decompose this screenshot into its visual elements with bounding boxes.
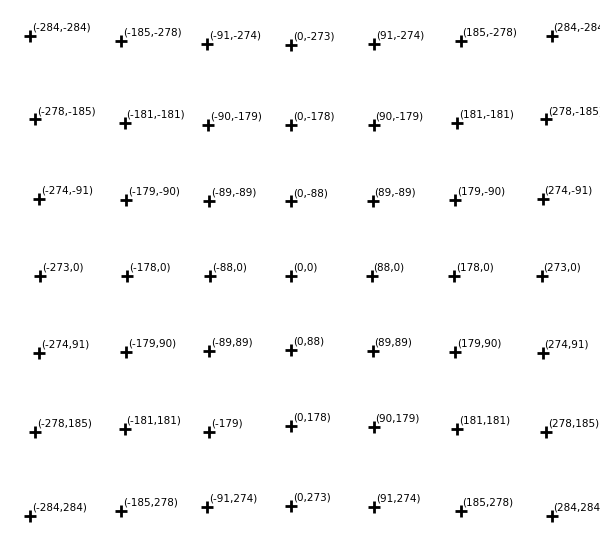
- Text: (-185,278): (-185,278): [122, 497, 178, 507]
- Text: (181,181): (181,181): [459, 415, 510, 425]
- Text: (91,274): (91,274): [376, 494, 421, 504]
- Text: (284,284): (284,284): [554, 502, 600, 512]
- Text: (-274,-91): (-274,-91): [41, 186, 93, 195]
- Text: (185,278): (185,278): [463, 497, 514, 507]
- Text: (90,179): (90,179): [376, 414, 420, 424]
- Text: (-278,185): (-278,185): [37, 419, 92, 428]
- Text: (273,0): (273,0): [544, 262, 581, 273]
- Text: (90,-179): (90,-179): [376, 111, 424, 121]
- Text: (0,-178): (0,-178): [293, 112, 334, 122]
- Text: (179,90): (179,90): [457, 338, 502, 349]
- Text: (179,-90): (179,-90): [457, 186, 505, 197]
- Text: (-284,-284): (-284,-284): [32, 22, 91, 33]
- Text: (0,178): (0,178): [293, 413, 331, 422]
- Text: (-179,-90): (-179,-90): [128, 186, 180, 197]
- Text: (0,-88): (0,-88): [293, 188, 328, 198]
- Text: (274,91): (274,91): [544, 339, 589, 349]
- Text: (0,88): (0,88): [293, 337, 324, 346]
- Text: (-91,-274): (-91,-274): [209, 31, 261, 41]
- Text: (89,89): (89,89): [374, 338, 412, 348]
- Text: (284,-284): (284,-284): [554, 22, 600, 33]
- Text: (-278,-185): (-278,-185): [37, 106, 96, 116]
- Text: (-185,-278): (-185,-278): [122, 28, 181, 37]
- Text: (-179): (-179): [211, 419, 242, 428]
- Text: (-89,89): (-89,89): [211, 338, 253, 348]
- Text: (-88,0): (-88,0): [212, 262, 247, 273]
- Text: (0,-273): (0,-273): [293, 31, 334, 42]
- Text: (-90,-179): (-90,-179): [210, 111, 262, 121]
- Text: (0,0): (0,0): [293, 262, 317, 273]
- Text: (88,0): (88,0): [373, 262, 404, 273]
- Text: (181,-181): (181,-181): [459, 110, 514, 119]
- Text: (-91,274): (-91,274): [209, 494, 257, 504]
- Text: (89,-89): (89,-89): [374, 187, 416, 197]
- Text: (-273,0): (-273,0): [42, 262, 83, 273]
- Text: (-181,181): (-181,181): [127, 415, 181, 425]
- Text: (0,273): (0,273): [293, 493, 331, 503]
- Text: (-89,-89): (-89,-89): [211, 187, 256, 197]
- Text: (-179,90): (-179,90): [128, 338, 176, 349]
- Text: (-274,91): (-274,91): [41, 339, 89, 349]
- Text: (274,-91): (274,-91): [544, 186, 593, 195]
- Text: (-178,0): (-178,0): [129, 262, 170, 273]
- Text: (178,0): (178,0): [456, 262, 494, 273]
- Text: (-284,284): (-284,284): [32, 502, 86, 512]
- Text: (278,-185): (278,-185): [548, 106, 600, 116]
- Text: (185,-278): (185,-278): [463, 28, 517, 37]
- Text: (278,185): (278,185): [548, 419, 599, 428]
- Text: (91,-274): (91,-274): [376, 31, 425, 41]
- Text: (-181,-181): (-181,-181): [127, 110, 185, 119]
